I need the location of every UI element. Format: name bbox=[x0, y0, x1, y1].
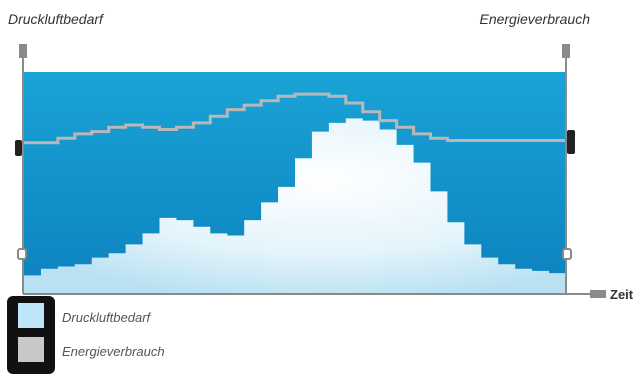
legend-label-energieverbrauch: Energieverbrauch bbox=[62, 344, 165, 359]
right-handle-bottom bbox=[562, 248, 572, 260]
left-handle-top bbox=[15, 140, 22, 156]
series-area-druckluftbedarf bbox=[24, 118, 566, 293]
x-axis-cap bbox=[590, 290, 606, 298]
left-handle-bottom bbox=[17, 248, 27, 260]
left-axis-cap bbox=[19, 44, 27, 58]
right-handle-top bbox=[567, 130, 575, 154]
right-axis-title: Energieverbrauch bbox=[479, 11, 590, 27]
left-axis-title: Druckluftbedarf bbox=[8, 11, 103, 27]
legend-swatch-1 bbox=[18, 337, 44, 362]
legend: Druckluftbedarf Energieverbrauch bbox=[0, 296, 240, 376]
legend-label-druckluftbedarf: Druckluftbedarf bbox=[62, 310, 151, 325]
right-axis-cap bbox=[562, 44, 570, 58]
legend-swatch-0 bbox=[18, 303, 44, 328]
series-line-energieverbrauch bbox=[24, 92, 566, 145]
x-axis-label: Zeit bbox=[610, 287, 634, 302]
